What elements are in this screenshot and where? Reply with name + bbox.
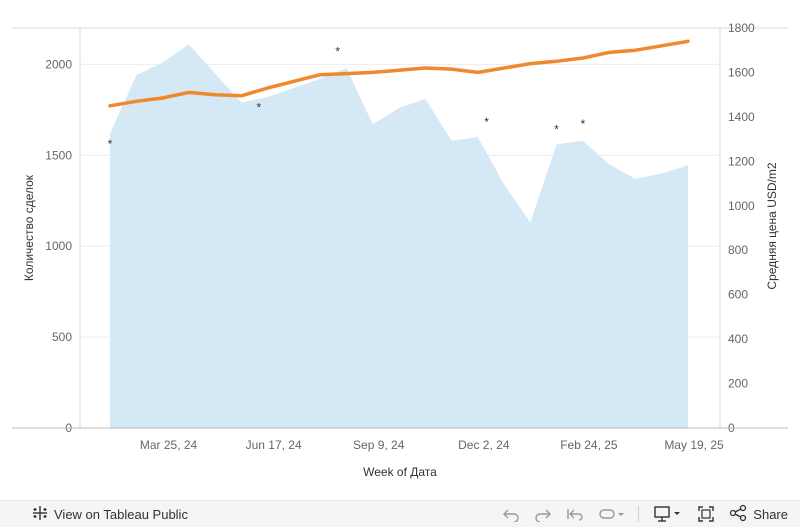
y-right-tick-label: 1000 bbox=[728, 199, 755, 213]
y-left-tick-label: 1500 bbox=[45, 148, 72, 162]
undo-icon[interactable] bbox=[502, 503, 520, 525]
x-tick-label: Sep 9, 24 bbox=[353, 438, 405, 452]
annotation-star: * bbox=[335, 44, 340, 58]
x-tick-label: Jun 17, 24 bbox=[246, 438, 302, 452]
annotation-star: * bbox=[581, 117, 586, 131]
share-label: Share bbox=[753, 506, 788, 522]
y-right-tick-label: 800 bbox=[728, 243, 748, 257]
refresh-icon[interactable] bbox=[598, 503, 625, 525]
fullscreen-icon[interactable] bbox=[697, 503, 715, 525]
tableau-logo-icon bbox=[32, 505, 48, 524]
view-on-tableau-button[interactable]: View on Tableau Public bbox=[32, 505, 188, 524]
line-series-price bbox=[108, 39, 690, 108]
x-tick-label: Mar 25, 24 bbox=[140, 438, 198, 452]
y-right-tick-label: 600 bbox=[728, 288, 748, 302]
chart: 0500100015002000020040060080010001200140… bbox=[12, 21, 788, 479]
y-left-tick-label: 500 bbox=[52, 330, 72, 344]
area-series-deals bbox=[110, 44, 688, 429]
y-right-tick-label: 1600 bbox=[728, 65, 755, 79]
annotation-star: * bbox=[108, 137, 113, 151]
y-left-tick-label: 2000 bbox=[45, 57, 72, 71]
download-icon[interactable] bbox=[653, 503, 683, 525]
share-icon bbox=[729, 504, 747, 525]
annotation-star: * bbox=[484, 115, 489, 129]
x-tick-label: Feb 24, 25 bbox=[560, 438, 618, 452]
x-tick-label: Dec 2, 24 bbox=[458, 438, 510, 452]
toolbar-divider bbox=[638, 506, 640, 522]
share-button[interactable]: Share bbox=[729, 503, 788, 525]
annotation-star: * bbox=[257, 101, 262, 115]
y-left-axis-title: Количество сделок bbox=[22, 174, 36, 281]
toolbar: View on Tableau Public Share bbox=[0, 500, 800, 527]
x-axis-title: Week of Дата bbox=[363, 465, 437, 479]
annotation-star: * bbox=[554, 122, 559, 136]
redo-icon[interactable] bbox=[534, 503, 552, 525]
view-on-tableau-label: View on Tableau Public bbox=[54, 506, 188, 522]
y-right-axis-title: Средняя цена USD/m2 bbox=[765, 162, 779, 289]
y-right-tick-label: 1200 bbox=[728, 154, 755, 168]
y-right-tick-label: 1400 bbox=[728, 110, 755, 124]
y-right-tick-label: 400 bbox=[728, 332, 748, 346]
x-tick-label: May 19, 25 bbox=[664, 438, 724, 452]
revert-icon[interactable] bbox=[566, 503, 584, 525]
y-right-tick-label: 200 bbox=[728, 377, 748, 391]
y-left-tick-label: 1000 bbox=[45, 239, 72, 253]
y-right-tick-label: 1800 bbox=[728, 21, 755, 35]
